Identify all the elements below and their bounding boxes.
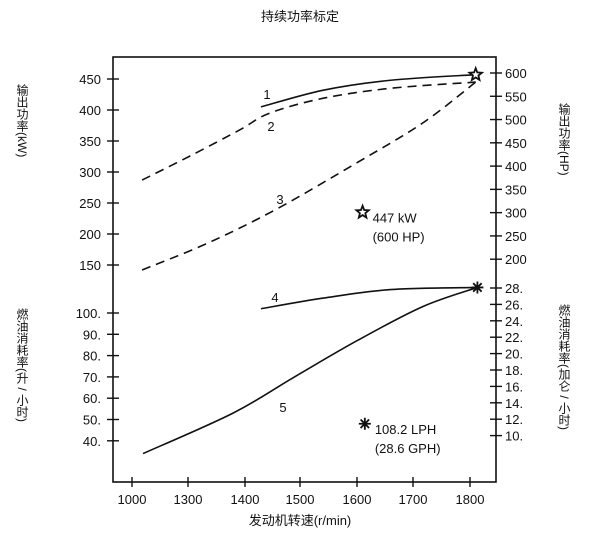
rated-asterisk-icon bbox=[471, 281, 484, 294]
left-top-tick-label: 250 bbox=[79, 196, 101, 211]
annotation-text: (600 HP) bbox=[373, 229, 425, 244]
series-4-line bbox=[260, 286, 478, 310]
annotation-asterisk-icon bbox=[358, 417, 371, 430]
left-top-tick-label: 350 bbox=[79, 134, 101, 149]
right-bottom-tick-label: 14. bbox=[505, 396, 523, 411]
series-3-line bbox=[141, 81, 477, 271]
right-top-tick-label: 350 bbox=[505, 182, 527, 197]
right-top-tick-label: 600 bbox=[505, 66, 527, 81]
left-top-tick-label: 300 bbox=[79, 165, 101, 180]
left-bottom-tick-label: 90. bbox=[83, 327, 101, 342]
left-top-axis-title: 输出功率 bbox=[15, 84, 29, 132]
series-2-line bbox=[141, 81, 476, 181]
x-tick-label: 1400 bbox=[231, 492, 260, 507]
right-bottom-tick-label: 22. bbox=[505, 330, 523, 345]
left-bottom-tick-label: 100. bbox=[76, 306, 101, 321]
right-top-tick-label: 550 bbox=[505, 89, 527, 104]
right-top-tick-label: 200 bbox=[505, 252, 527, 267]
right-bottom-axis-label: 燃油消耗率 (加仑 / 小时) bbox=[556, 304, 572, 430]
right-bottom-tick-label: 24. bbox=[505, 314, 523, 329]
annotation-star-icon bbox=[354, 203, 372, 220]
series-1-line bbox=[260, 73, 476, 108]
left-top-tick-label: 200 bbox=[79, 227, 101, 242]
right-top-tick-label: 450 bbox=[505, 136, 527, 151]
right-bottom-axis-title: 燃油消耗率 bbox=[557, 304, 571, 364]
right-top-tick-label: 300 bbox=[505, 206, 527, 221]
x-tick-label: 1800 bbox=[456, 492, 485, 507]
annotation-text: (28.6 GPH) bbox=[375, 441, 441, 456]
left-top-tick-label: 150 bbox=[79, 258, 101, 273]
rated-star-icon bbox=[467, 65, 485, 82]
series-2-label: 2 bbox=[267, 119, 274, 134]
left-bottom-axis-label: 燃油消耗率 (升 / 小时) bbox=[14, 308, 30, 422]
right-top-tick-label: 250 bbox=[505, 229, 527, 244]
series-5-label: 5 bbox=[279, 400, 286, 415]
right-bottom-tick-label: 20. bbox=[505, 347, 523, 362]
left-top-axis-unit: (kW) bbox=[15, 132, 29, 158]
x-tick-label: 1500 bbox=[286, 492, 315, 507]
left-bottom-axis-title: 燃油消耗率 bbox=[15, 308, 29, 368]
right-top-axis-label: 输出功率 (HP) bbox=[556, 103, 572, 176]
plot-frame bbox=[112, 56, 497, 483]
series-3-label: 3 bbox=[276, 192, 283, 207]
annotation-text: 108.2 LPH bbox=[375, 422, 436, 437]
annotation-text: 447 kW bbox=[373, 210, 418, 225]
series-5-line bbox=[142, 286, 478, 455]
left-bottom-tick-label: 60. bbox=[83, 391, 101, 406]
left-top-tick-label: 450 bbox=[79, 72, 101, 87]
x-tick-label: 1300 bbox=[174, 492, 203, 507]
left-top-tick-label: 400 bbox=[79, 103, 101, 118]
right-bottom-tick-label: 18. bbox=[505, 363, 523, 378]
left-top-axis-label: 输出功率 (kW) bbox=[14, 84, 30, 157]
right-bottom-tick-label: 12. bbox=[505, 412, 523, 427]
series-4-label: 4 bbox=[271, 290, 278, 305]
series-1-label: 1 bbox=[263, 87, 270, 102]
x-axis-label: 发动机转速(r/min) bbox=[248, 513, 352, 528]
right-top-axis-unit: (HP) bbox=[557, 151, 571, 176]
x-tick-label: 1700 bbox=[399, 492, 428, 507]
x-tick-label: 1000 bbox=[118, 492, 147, 507]
left-bottom-tick-label: 50. bbox=[83, 413, 101, 428]
right-bottom-tick-label: 10. bbox=[505, 429, 523, 444]
right-top-axis-title: 输出功率 bbox=[557, 103, 571, 151]
right-top-tick-label: 500 bbox=[505, 113, 527, 128]
chart-title: 持续功率标定 bbox=[260, 9, 339, 24]
right-bottom-tick-label: 26. bbox=[505, 297, 523, 312]
left-bottom-tick-label: 40. bbox=[83, 434, 101, 449]
left-bottom-tick-label: 80. bbox=[83, 349, 101, 364]
right-bottom-tick-label: 28. bbox=[505, 281, 523, 296]
left-bottom-tick-label: 70. bbox=[83, 370, 101, 385]
right-bottom-axis-unit: (加仑 / 小时) bbox=[557, 364, 571, 430]
right-top-tick-label: 400 bbox=[505, 159, 527, 174]
x-tick-label: 1600 bbox=[343, 492, 372, 507]
right-bottom-tick-label: 16. bbox=[505, 379, 523, 394]
left-bottom-axis-unit: (升 / 小时) bbox=[15, 368, 29, 422]
